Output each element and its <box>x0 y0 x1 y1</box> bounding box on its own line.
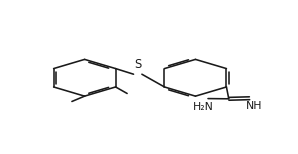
Text: H₂N: H₂N <box>193 101 214 111</box>
Text: NH: NH <box>246 101 263 111</box>
Text: S: S <box>134 58 141 71</box>
